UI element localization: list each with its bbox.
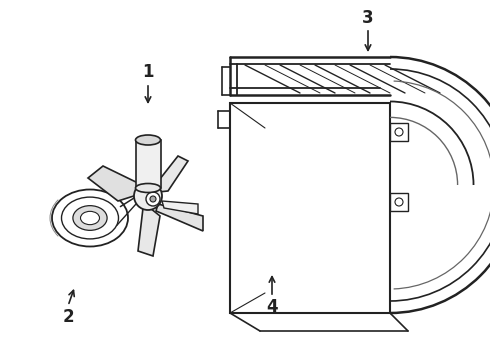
Polygon shape xyxy=(156,156,188,192)
Polygon shape xyxy=(156,204,203,231)
Text: 2: 2 xyxy=(62,308,74,326)
Circle shape xyxy=(150,196,156,202)
Circle shape xyxy=(395,198,403,206)
Ellipse shape xyxy=(136,184,161,193)
Text: 1: 1 xyxy=(142,63,154,81)
Polygon shape xyxy=(162,201,198,214)
Polygon shape xyxy=(230,103,390,313)
Polygon shape xyxy=(390,123,408,141)
Text: 4: 4 xyxy=(266,298,278,316)
Circle shape xyxy=(134,182,162,210)
Text: 3: 3 xyxy=(362,9,374,27)
Ellipse shape xyxy=(52,189,128,247)
Circle shape xyxy=(146,192,160,206)
Ellipse shape xyxy=(80,211,99,225)
Polygon shape xyxy=(390,193,408,211)
Ellipse shape xyxy=(136,135,161,145)
Circle shape xyxy=(395,128,403,136)
Polygon shape xyxy=(88,166,140,201)
Ellipse shape xyxy=(73,206,107,230)
Ellipse shape xyxy=(62,197,119,239)
Polygon shape xyxy=(136,140,161,188)
Polygon shape xyxy=(138,208,160,256)
